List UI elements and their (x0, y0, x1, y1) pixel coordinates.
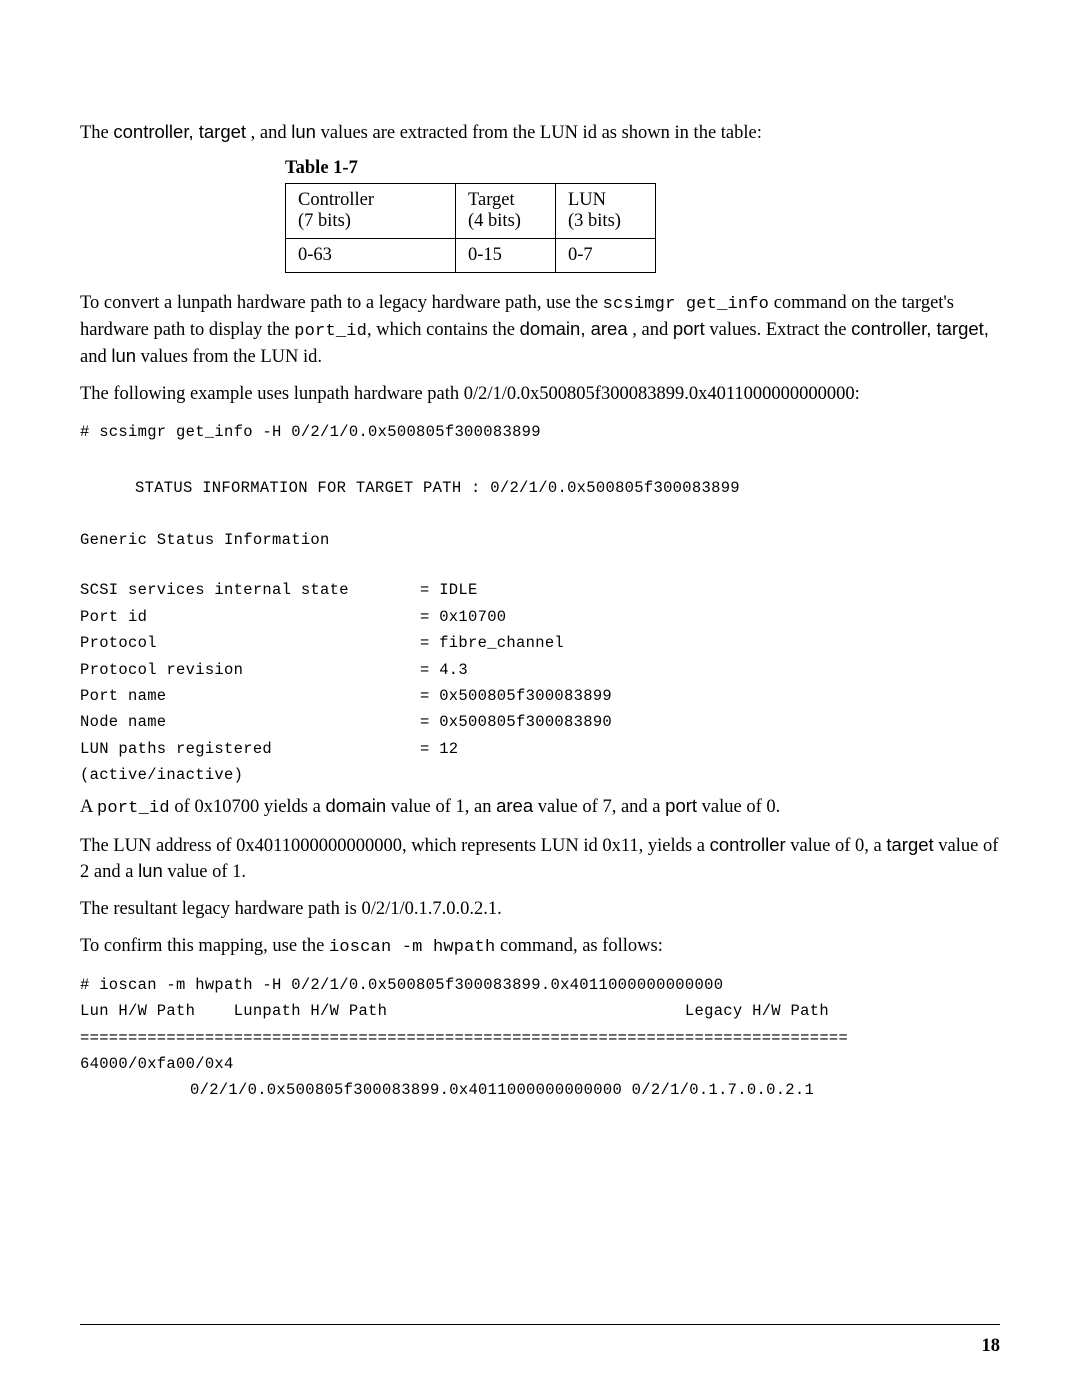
kv-val: = 0x500805f300083890 (420, 709, 612, 735)
sans-inline: lun (111, 345, 136, 366)
kv-val: = 0x10700 (420, 604, 506, 630)
kv-key: Protocol revision (80, 657, 420, 683)
para-portid: A port_id of 0x10700 yields a domain val… (80, 794, 1000, 821)
txt: value of 1. (163, 862, 246, 882)
header-lun: LUN (568, 190, 643, 211)
kv-row: Port id= 0x10700 (80, 604, 1000, 630)
kv-key: Protocol (80, 630, 420, 656)
ioscan-sep: ========================================… (80, 1025, 1000, 1051)
table-cell: LUN (3 bits) (556, 183, 656, 238)
kv-row: LUN paths registered (active/inactive)= … (80, 736, 1000, 789)
table-cell: 0-63 (286, 238, 456, 272)
sans-inline: controller, target, (851, 318, 989, 339)
sans-inline: port (673, 318, 705, 339)
code-inline: port_id (97, 799, 170, 818)
sans-inline: port (665, 795, 697, 816)
kv-key: SCSI services internal state (80, 577, 420, 603)
txt: value of 7, and a (533, 797, 665, 817)
para-confirm: To confirm this mapping, use the ioscan … (80, 934, 1000, 960)
txt: and (80, 347, 111, 367)
kv-row: Port name= 0x500805f300083899 (80, 683, 1000, 709)
intro-p2: controller, target (113, 121, 246, 142)
sans-inline: domain (325, 795, 386, 816)
page-number: 18 (982, 1336, 1001, 1357)
txt: values from the LUN id. (136, 347, 322, 367)
txt: To convert a lunpath hardware path to a … (80, 293, 603, 313)
intro-p3: , and (246, 123, 291, 143)
footer-rule (80, 1324, 1000, 1325)
kv-row: Node name= 0x500805f300083890 (80, 709, 1000, 735)
kv-val: = fibre_channel (420, 630, 564, 656)
txt: , and (628, 320, 673, 340)
intro-p4: lun (291, 121, 316, 142)
txt: command, as follows: (495, 936, 663, 956)
txt: , which contains the (367, 320, 520, 340)
kv-val: = 0x500805f300083899 (420, 683, 612, 709)
para-convert: To convert a lunpath hardware path to a … (80, 291, 1000, 370)
txt: of 0x10700 yields a (170, 797, 326, 817)
sans-inline: area (496, 795, 533, 816)
kv-key: Node name (80, 709, 420, 735)
code-inline: port_id (294, 322, 367, 341)
status-title: STATUS INFORMATION FOR TARGET PATH : 0/2… (135, 475, 1000, 501)
intro-paragraph: The controller, target , and lun values … (80, 120, 1000, 146)
table-cell: Controller (7 bits) (286, 183, 456, 238)
txt: To confirm this mapping, use the (80, 936, 329, 956)
scsimgr-command: # scsimgr get_info -H 0/2/1/0.0x500805f3… (80, 419, 1000, 445)
kv-key: Port id (80, 604, 420, 630)
sans-inline: target (886, 834, 933, 855)
ioscan-header: Lun H/W Path Lunpath H/W Path Legacy H/W… (80, 998, 1000, 1024)
kv-val: = IDLE (420, 577, 478, 603)
bits-controller: (7 bits) (298, 211, 443, 232)
kv-row: Protocol= fibre_channel (80, 630, 1000, 656)
bits-target: (4 bits) (468, 211, 543, 232)
ioscan-command: # ioscan -m hwpath -H 0/2/1/0.0x500805f3… (80, 972, 1000, 998)
kv-row: SCSI services internal state= IDLE (80, 577, 1000, 603)
txt: values. Extract the (705, 320, 851, 340)
kv-row: Protocol revision= 4.3 (80, 657, 1000, 683)
para-lunaddr: The LUN address of 0x4011000000000000, w… (80, 833, 1000, 885)
header-target: Target (468, 190, 543, 211)
intro-p5: values are extracted from the LUN id as … (316, 123, 762, 143)
txt: The LUN address of 0x4011000000000000, w… (80, 836, 710, 856)
table-cell: 0-7 (556, 238, 656, 272)
para-result: The resultant legacy hardware path is 0/… (80, 897, 1000, 922)
intro-p1: The (80, 123, 113, 143)
ioscan-row1: 64000/0xfa00/0x4 (80, 1051, 1000, 1077)
code-inline: ioscan -m hwpath (329, 938, 495, 957)
kv-key: Port name (80, 683, 420, 709)
para-example: The following example uses lunpath hardw… (80, 382, 1000, 407)
txt: value of 0, a (786, 836, 887, 856)
kv-block: SCSI services internal state= IDLE Port … (80, 577, 1000, 788)
txt: A (80, 797, 97, 817)
table-cell: Target (4 bits) (456, 183, 556, 238)
table-cell: 0-15 (456, 238, 556, 272)
ioscan-row2: 0/2/1/0.0x500805f300083899.0x40110000000… (190, 1077, 1000, 1103)
code-inline: scsimgr get_info (603, 295, 769, 314)
generic-status-label: Generic Status Information (80, 531, 1000, 549)
sans-inline: controller (710, 834, 786, 855)
table-row: 0-63 0-15 0-7 (286, 238, 656, 272)
sans-inline: domain, area (520, 318, 628, 339)
table-row: Controller (7 bits) Target (4 bits) LUN … (286, 183, 656, 238)
sans-inline: lun (138, 860, 163, 881)
txt: value of 1, an (386, 797, 496, 817)
txt: value of 0. (697, 797, 780, 817)
lun-bits-table: Controller (7 bits) Target (4 bits) LUN … (285, 183, 656, 273)
kv-val: = 4.3 (420, 657, 468, 683)
kv-key: LUN paths registered (active/inactive) (80, 736, 420, 789)
kv-val: = 12 (420, 736, 458, 789)
table-label: Table 1-7 (285, 158, 1000, 179)
header-controller: Controller (298, 190, 443, 211)
bits-lun: (3 bits) (568, 211, 643, 232)
